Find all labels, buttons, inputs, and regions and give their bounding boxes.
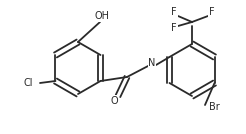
Text: F: F (209, 7, 215, 17)
Text: Br: Br (209, 102, 219, 112)
Text: N: N (148, 58, 156, 68)
Text: Cl: Cl (23, 78, 33, 88)
Text: F: F (171, 7, 177, 17)
Text: F: F (171, 23, 177, 33)
Text: OH: OH (94, 11, 109, 21)
Text: O: O (110, 96, 118, 106)
